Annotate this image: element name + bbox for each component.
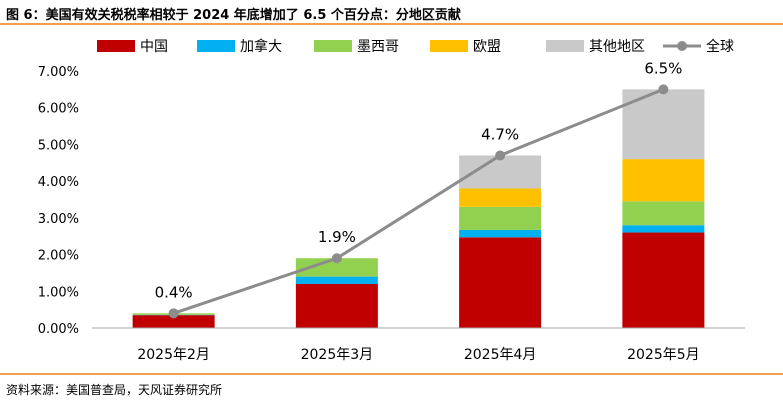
global-line-point [331,253,342,264]
y-tick-label: 4.00% [38,175,79,190]
legend-label: 加拿大 [240,38,282,55]
global-line-point [168,308,179,319]
top-rule [0,23,783,25]
y-tick-label: 7.00% [38,65,79,80]
data-label: 4.7% [481,125,519,143]
legend-swatch [197,40,235,52]
bar-segment [459,206,542,230]
bar-segment [622,225,705,233]
bar-segment [459,237,542,328]
source-note: 资料来源：美国普查局，天风证券研究所 [6,383,223,397]
bar-segment [295,258,378,277]
data-label: 1.9% [318,228,356,246]
legend-label: 其他地区 [589,39,645,55]
bar-segment [459,229,542,238]
bar-segment [295,276,378,284]
bar-segment [459,188,542,207]
bottom-rule [0,373,783,375]
y-tick-label: 1.00% [38,285,79,300]
legend-label: 中国 [140,39,168,55]
y-tick-label: 2.00% [38,249,79,264]
y-tick-label: 6.00% [38,102,79,117]
x-tick-label: 2025年3月 [301,347,374,363]
legend-swatch [97,40,135,52]
stacked-bar-line-chart: 中国 加拿大 墨西哥 欧盟 其他地区 全球 0.00% 1.00% 2.00% 3.00% 4.0… [38,38,745,363]
data-labels: 0.4% 1.9% 4.7% 6.5% [155,59,683,301]
x-axis: 2025年2月 2025年3月 2025年4月 2025年5月 [92,327,745,363]
x-tick-label: 2025年2月 [137,347,210,363]
legend: 中国 加拿大 墨西哥 欧盟 其他地区 全球 [97,38,734,55]
y-tick-label: 0.00% [38,322,79,337]
y-axis: 0.00% 1.00% 2.00% 3.00% 4.00% 5.00% 6.00% 7.00% [38,65,79,337]
legend-label: 全球 [706,38,734,55]
data-label: 0.4% [155,283,193,301]
bar-segment [295,283,378,328]
data-label: 6.5% [644,59,682,77]
figure-title: 图 6：美国有效关税税率相较于 2024 年底增加了 6.5 个百分点：分地区贡… [6,8,461,23]
bar-segment [622,159,705,202]
legend-label: 欧盟 [473,39,501,55]
legend-swatch [430,40,468,52]
global-line [168,84,669,319]
legend-swatch [546,40,584,52]
legend-swatch [314,40,352,52]
legend-label: 墨西哥 [357,39,399,55]
bar-segment [132,315,215,328]
global-line-path [173,87,664,315]
bar-segment [622,232,705,328]
global-line-point [495,150,506,161]
bar-segment [622,201,705,226]
x-tick-label: 2025年5月 [627,347,700,363]
global-line-point [658,84,669,95]
y-tick-label: 5.00% [38,138,79,153]
x-tick-label: 2025年4月 [464,347,537,363]
legend-line-marker [677,41,687,51]
bars [132,89,705,328]
y-tick-label: 3.00% [38,212,79,227]
